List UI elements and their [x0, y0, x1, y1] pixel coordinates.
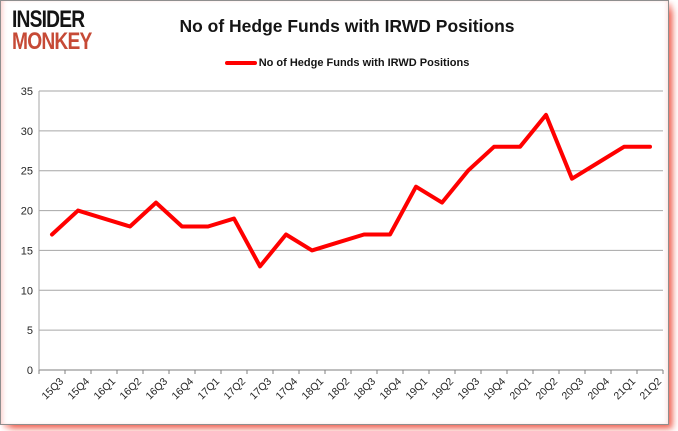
svg-text:18Q2: 18Q2 [325, 376, 352, 403]
legend-label: No of Hedge Funds with IRWD Positions [258, 57, 470, 69]
svg-text:15: 15 [21, 245, 33, 257]
svg-text:35: 35 [21, 86, 33, 98]
svg-text:19Q2: 19Q2 [429, 376, 456, 403]
svg-text:20Q1: 20Q1 [507, 376, 534, 403]
svg-text:19Q1: 19Q1 [403, 376, 430, 403]
svg-text:16Q2: 16Q2 [117, 376, 144, 403]
svg-text:17Q4: 17Q4 [273, 376, 300, 403]
svg-text:16Q1: 16Q1 [91, 376, 118, 403]
chart-legend: No of Hedge Funds with IRWD Positions [1, 57, 678, 69]
logo-text-insider: INSIDER [12, 6, 85, 33]
svg-text:20Q4: 20Q4 [585, 376, 612, 403]
svg-text:17Q2: 17Q2 [221, 376, 248, 403]
svg-text:0: 0 [27, 365, 33, 377]
insider-monkey-logo: INSIDER MONKEY [12, 6, 111, 56]
svg-text:16Q3: 16Q3 [143, 376, 170, 403]
svg-text:20Q3: 20Q3 [559, 376, 586, 403]
logo-text-monkey: MONKEY [12, 28, 92, 56]
svg-text:5: 5 [27, 325, 33, 337]
svg-text:20Q2: 20Q2 [533, 376, 560, 403]
svg-text:15Q4: 15Q4 [65, 376, 92, 403]
svg-text:16Q4: 16Q4 [169, 376, 196, 403]
svg-text:20: 20 [21, 206, 33, 218]
svg-text:19Q4: 19Q4 [481, 376, 508, 403]
svg-text:18Q3: 18Q3 [351, 376, 378, 403]
page-title: No of Hedge Funds with IRWD Positions [179, 16, 515, 36]
svg-text:15Q3: 15Q3 [39, 376, 66, 403]
chart-panel: INSIDER MONKEY No of Hedge Funds with IR… [0, 0, 669, 425]
legend-line-swatch [224, 61, 257, 65]
svg-text:21Q2: 21Q2 [637, 376, 664, 403]
svg-text:18Q1: 18Q1 [299, 376, 326, 403]
svg-text:17Q3: 17Q3 [247, 376, 274, 403]
svg-text:10: 10 [21, 285, 33, 297]
svg-text:21Q1: 21Q1 [611, 376, 638, 403]
svg-text:18Q4: 18Q4 [377, 376, 404, 403]
svg-text:25: 25 [21, 166, 33, 178]
svg-text:17Q1: 17Q1 [195, 376, 222, 403]
svg-text:30: 30 [21, 126, 33, 138]
svg-text:19Q3: 19Q3 [455, 376, 482, 403]
